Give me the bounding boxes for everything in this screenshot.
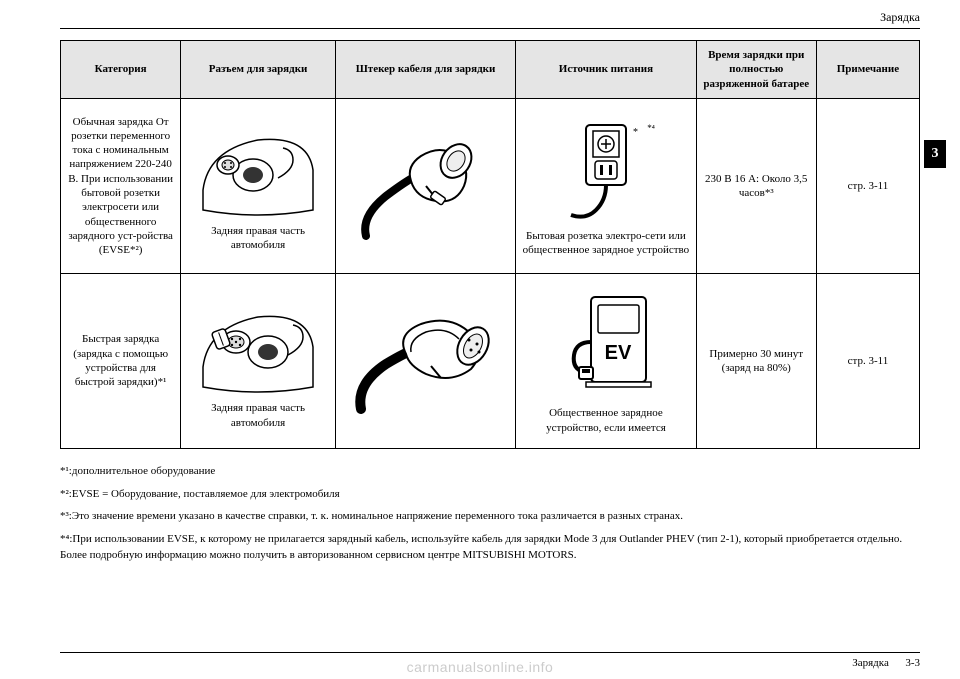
cell-port: Задняя правая часть автомобиля: [181, 274, 336, 449]
col-category: Категория: [61, 41, 181, 99]
table-row: Обычная зарядка От розетки переменного т…: [61, 99, 920, 274]
top-rule: [60, 28, 920, 29]
footnote: *¹:дополнительное оборудование: [60, 463, 920, 480]
col-time: Время зарядки при полностью разряженной …: [696, 41, 816, 99]
cell-note: стр. 3-11: [816, 99, 919, 274]
bottom-rule: [60, 652, 920, 653]
charging-port-icon: [198, 120, 318, 220]
footnote: *⁴:При использовании EVSE, к которому не…: [60, 531, 920, 564]
cell-note: стр. 3-11: [816, 274, 919, 449]
cell-plug: [335, 99, 515, 274]
wall-outlet-icon: *: [551, 115, 661, 225]
port-caption: Задняя правая часть автомобиля: [187, 401, 329, 430]
cell-plug: [335, 274, 515, 449]
ev-station-icon: EV: [546, 287, 666, 402]
footnotes: *¹:дополнительное оборудование *²:EVSE =…: [60, 463, 920, 564]
col-port: Разъем для зарядки: [181, 41, 336, 99]
port-caption: Задняя правая часть автомобиля: [187, 224, 329, 253]
footnote: *³:Это значение времени указано в качест…: [60, 508, 920, 525]
fast-plug-icon: [351, 304, 501, 419]
source-caption: Бытовая розетка электро-сети или обществ…: [522, 229, 689, 258]
footer: Зарядка 3-3: [852, 657, 920, 669]
cell-source: * *⁴ Бытовая розетка электро-сети или об…: [516, 99, 696, 274]
cell-source: EV Общественное зарядное устройство, есл…: [516, 274, 696, 449]
watermark: carmanualsonline.info: [407, 659, 554, 675]
footer-section: Зарядка: [852, 657, 889, 669]
cell-category: Быстрая зарядка (зарядка с помощью устро…: [61, 274, 181, 449]
footnote: *²:EVSE = Оборудование, поставляемое для…: [60, 486, 920, 503]
table-header-row: Категория Разъем для зарядки Штекер кабе…: [61, 41, 920, 99]
col-source: Источник питания: [516, 41, 696, 99]
table-row: Быстрая зарядка (зарядка с помощью устро…: [61, 274, 920, 449]
header-section: Зарядка: [880, 10, 920, 25]
source-caption: Общественное зарядное устройство, если и…: [522, 406, 689, 435]
fast-charging-port-icon: [198, 292, 318, 397]
cell-category: Обычная зарядка От розетки переменного т…: [61, 99, 181, 274]
cell-port: Задняя правая часть автомобиля: [181, 99, 336, 274]
chapter-tab: 3: [924, 140, 946, 168]
svg-text:EV: EV: [605, 342, 632, 364]
svg-text:*: *: [633, 127, 638, 138]
col-plug: Штекер кабеля для зарядки: [335, 41, 515, 99]
cell-time: Примерно 30 минут (заряд на 80%): [696, 274, 816, 449]
charging-table: Категория Разъем для зарядки Штекер кабе…: [60, 40, 920, 449]
cell-time: 230 В 16 А: Около 3,5 часов*³: [696, 99, 816, 274]
footer-page: 3-3: [905, 657, 920, 669]
col-note: Примечание: [816, 41, 919, 99]
plug-icon: [356, 126, 496, 246]
source-mark: *⁴: [647, 123, 655, 135]
